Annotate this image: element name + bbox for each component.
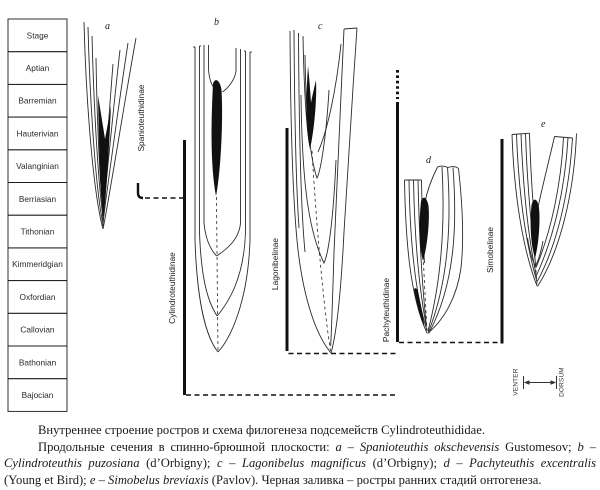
rostrum-c-axis: [311, 150, 331, 352]
dorsum-label: DORSUM: [559, 367, 566, 397]
subfamily-label-pachyteuthidinae: Pachyteuthidinae: [381, 278, 391, 343]
rostrum-e-axis: [534, 257, 538, 285]
subfamily-label-simobelinae: Simobelinae: [485, 227, 495, 273]
caption-legend-text: Продольные сечения в спинно-брюшной плос…: [38, 439, 336, 454]
rostrum-b-drawing: [193, 45, 252, 353]
caption-item-a: a: [335, 439, 342, 454]
rostrum-d-letter: d: [426, 155, 432, 166]
rostrum-a-letter: a: [105, 21, 110, 32]
strat-column-labels: Stage Aptian Barremian Hauterivian Valan…: [12, 30, 63, 400]
species-name-b: Cylindroteuthis puzosiana: [4, 456, 140, 471]
rostrum-b-axis: [216, 196, 219, 351]
caption-item-d: d: [443, 456, 450, 471]
rostrum-d-juvenile-core: [419, 197, 429, 261]
caption-item-b: b: [577, 439, 584, 454]
caption-title: Внутреннее строение ростров и схема фило…: [38, 423, 485, 437]
stage-cell-label: Callovian: [20, 325, 55, 335]
stage-cell-label: Berriasian: [19, 194, 57, 204]
spanioteuthidinae-branch-line: [136, 183, 144, 200]
stage-cell-label: Bathonian: [19, 357, 57, 367]
species-name-c: Lagonibelus magnificus: [241, 456, 367, 471]
lineage-lines: [136, 70, 504, 396]
double-arrow-icon: [523, 376, 557, 389]
stage-cell-label: Stage: [27, 30, 49, 40]
subfamily-label-cylindroteuthidinae: Cylindroteuthidinae: [167, 252, 177, 324]
species-name-d: Pachyteuthis excentralis: [469, 456, 597, 471]
stage-cell-label: Aptian: [26, 63, 50, 73]
subfamily-label-spanioteuthidinae: Spanioteuthidinae: [136, 84, 146, 151]
rostrum-c-letter: c: [318, 21, 323, 32]
stage-cell-label: Bajocian: [22, 390, 54, 400]
rostrum-d-drawing: [404, 165, 464, 334]
rostrum-e-letter: e: [541, 119, 546, 130]
orientation-compass: VENTER DORSUM: [513, 367, 566, 397]
rostrum-b-juvenile-core: [211, 80, 223, 196]
strat-column: [7, 18, 68, 412]
stage-cell: [7, 378, 68, 412]
caption-item-e: e: [89, 472, 96, 487]
rostrum-a-juvenile-core: [98, 95, 111, 217]
rostrum-d-axis: [423, 261, 428, 332]
subfamily-label-lagonibelinae: Lagonibelinae: [270, 238, 280, 291]
rostrum-c-drawing: [289, 27, 358, 354]
rostrum-e-juvenile-core: [530, 199, 540, 258]
caption-item-c: c: [216, 456, 223, 471]
stage-cell-label: Valanginian: [16, 161, 59, 171]
venter-label: VENTER: [513, 368, 520, 395]
rostrum-c-juvenile-core: [306, 66, 317, 149]
stage-cell-label: Barremian: [18, 96, 57, 106]
caption-legend: Продольные сечения в спинно-брюшной плос…: [4, 439, 597, 487]
phylogeny-diagram: Stage Aptian Barremian Hauterivian Valan…: [7, 17, 577, 412]
stage-cell-label: Hauterivian: [17, 128, 59, 138]
rostrum-a-drawing: [83, 21, 137, 230]
stage-cell-label: Tithonian: [21, 227, 55, 237]
rostrum-e-drawing: [511, 132, 577, 287]
species-name-a: Spanioteuthis okschevensis: [359, 439, 500, 454]
rostrum-b-letter: b: [214, 17, 219, 28]
stage-cell-label: Oxfordian: [20, 292, 56, 302]
stage-cell-label: Kimmeridgian: [12, 259, 63, 269]
rostrum-d-tip-core: [414, 288, 425, 327]
species-name-e: Simobelus breviaxis: [108, 472, 209, 487]
figure-caption: Внутреннее строение ростров и схема фило…: [0, 422, 600, 488]
